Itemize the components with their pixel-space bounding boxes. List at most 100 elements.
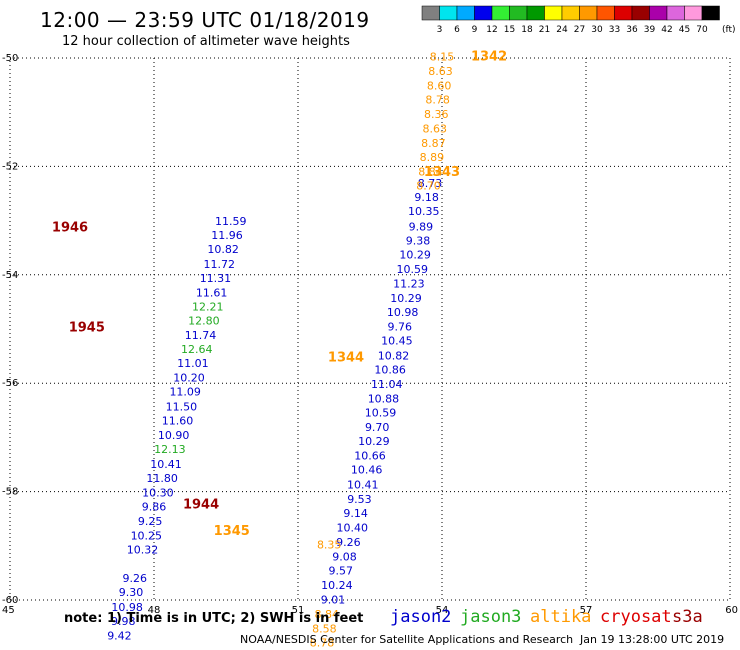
swh-label-jason2-7: 11.23: [393, 277, 425, 290]
colorbar-label-1: 6: [454, 25, 460, 35]
swh-label-jason3-3: 12.13: [154, 443, 186, 456]
mission-jason3: jason3: [460, 607, 522, 627]
swh-label-altika-9: 8.70: [416, 180, 441, 193]
swh-label-jason2-5: 10.29: [399, 249, 431, 262]
swh-label-jason3-2: 12.64: [181, 343, 213, 356]
colorbar-label-11: 36: [626, 25, 638, 35]
swh-label-jason2-15: 10.88: [368, 393, 400, 406]
swh-label-jason2-39: 11.09: [169, 386, 201, 399]
swh-label-jason2-42: 10.90: [158, 429, 190, 442]
swh-label-jason2-29: 9.01: [321, 593, 346, 606]
colorbar-swatch-10: [596, 5, 615, 21]
colorbar-label-10: 33: [609, 25, 620, 35]
swh-label-jason2-19: 10.66: [354, 450, 386, 463]
swh-label-jason2-45: 10.30: [142, 486, 174, 499]
swh-label-altika-10: 8.35: [317, 539, 342, 552]
swh-label-jason2-48: 10.25: [131, 529, 163, 542]
colorbar-label-7: 24: [556, 25, 568, 35]
swh-label-jason2-9: 10.98: [387, 306, 419, 319]
swh-label-jason2-22: 9.53: [347, 493, 372, 506]
swh-label-jason2-50: 9.26: [123, 572, 148, 585]
pass-time-label-5: 1945: [69, 321, 105, 336]
mission-altika: altika: [530, 607, 592, 627]
swh-label-jason2-6: 10.59: [396, 263, 428, 276]
swh-label-jason2-34: 11.31: [200, 272, 232, 285]
swh-label-jason2-21: 10.41: [347, 478, 379, 491]
swh-label-altika-7: 8.89: [420, 151, 445, 164]
swh-label-jason2-52: 10.98: [111, 601, 143, 614]
swh-label-jason2-1: 9.18: [414, 191, 439, 204]
pass-time-label-4: 1946: [52, 220, 88, 235]
swh-label-jason2-17: 9.70: [365, 421, 390, 434]
colorbar-label-14: 45: [679, 25, 690, 35]
swh-label-jason2-38: 10.20: [173, 372, 205, 385]
colorbar-swatch-15: [684, 5, 703, 21]
x-tick-label-1: 48: [148, 605, 161, 616]
colorbar-swatch-5: [509, 5, 528, 21]
swh-label-jason3-0: 12.21: [192, 301, 224, 314]
swh-label-jason2-47: 9.25: [138, 515, 163, 528]
x-tick-label-2: 51: [292, 605, 305, 616]
colorbar-swatch-14: [666, 5, 685, 21]
swh-label-jason2-13: 10.86: [374, 363, 406, 376]
swh-label-jason2-37: 11.01: [177, 357, 209, 370]
swh-label-jason2-31: 11.96: [211, 229, 243, 242]
swh-label-altika-8: 8.84: [418, 166, 443, 179]
swh-label-jason2-30: 11.59: [215, 215, 247, 228]
colorbar-swatch-0: [421, 5, 440, 21]
pass-time-label-6: 1944: [183, 497, 219, 512]
pass-time-label-2: 1344: [328, 351, 364, 366]
pass-time-label-3: 1345: [214, 524, 250, 539]
swh-label-jason2-35: 11.61: [196, 286, 228, 299]
pass-time-label-0: 1342: [471, 50, 507, 65]
swh-label-jason2-33: 11.72: [204, 258, 236, 271]
swh-label-jason2-51: 9.30: [119, 586, 144, 599]
mission-jason2: jason2: [390, 607, 452, 627]
swh-label-jason2-12: 10.82: [378, 349, 410, 362]
swh-label-altika-6: 8.87: [421, 137, 446, 150]
colorbar-label-13: 42: [661, 25, 672, 35]
colorbar-label-3: 12: [486, 25, 497, 35]
swh-label-altika-12: 8.58: [312, 623, 337, 636]
colorbar-swatch-13: [649, 5, 668, 21]
colorbar-swatch-7: [544, 5, 563, 21]
swh-label-jason2-41: 11.60: [162, 414, 194, 427]
swh-label-jason2-23: 9.14: [343, 507, 368, 520]
swh-label-altika-13: 8.78: [310, 637, 335, 650]
swh-label-jason2-46: 9.86: [142, 501, 167, 514]
colorbar-swatch-11: [614, 5, 633, 21]
y-tick-label-2: -54: [2, 270, 18, 281]
swh-label-jason2-4: 9.38: [406, 234, 431, 247]
swh-label-altika-11: 8.84: [315, 608, 340, 621]
colorbar-label-9: 30: [591, 25, 603, 35]
colorbar-swatch-16: [701, 5, 720, 21]
colorbar-swatch-9: [579, 5, 598, 21]
swh-label-altika-2: 8.60: [427, 79, 452, 92]
swh-label-jason2-10: 9.76: [388, 321, 413, 334]
swh-label-altika-1: 8.63: [428, 65, 453, 78]
swh-label-jason2-14: 11.04: [371, 378, 403, 391]
colorbar-label-4: 15: [504, 25, 515, 35]
chart-title: 12:00 — 23:59 UTC 01/18/2019: [40, 8, 370, 32]
units-note: note: 1) Time is in UTC; 2) SWH is in fe…: [64, 611, 364, 626]
swh-label-jason2-54: 9.42: [107, 630, 132, 643]
colorbar-swatch-1: [439, 5, 458, 21]
x-tick-label-3: 54: [436, 605, 449, 616]
colorbar-label-2: 9: [472, 25, 478, 35]
swh-label-jason2-18: 10.29: [358, 435, 390, 448]
y-tick-label-0: -50: [2, 53, 18, 64]
swh-label-altika-5: 8.63: [423, 122, 448, 135]
swh-label-jason2-3: 9.89: [409, 220, 434, 233]
credit-line: NOAA/NESDIS Center for Satellite Applica…: [240, 633, 574, 646]
pass-time-label-1: 1343: [424, 165, 460, 180]
swh-label-jason2-8: 10.29: [390, 292, 422, 305]
colorbar-label-15: 70: [696, 25, 708, 35]
swh-label-jason2-53: 9.98: [111, 615, 136, 628]
swh-label-altika-3: 8.78: [425, 94, 450, 107]
chart-subtitle: 12 hour collection of altimeter wave hei…: [62, 34, 350, 49]
colorbar-swatch-12: [631, 5, 650, 21]
swh-label-jason2-26: 9.08: [332, 550, 357, 563]
swh-label-altika-0: 8.15: [430, 51, 455, 64]
y-tick-label-5: -60: [2, 595, 18, 606]
